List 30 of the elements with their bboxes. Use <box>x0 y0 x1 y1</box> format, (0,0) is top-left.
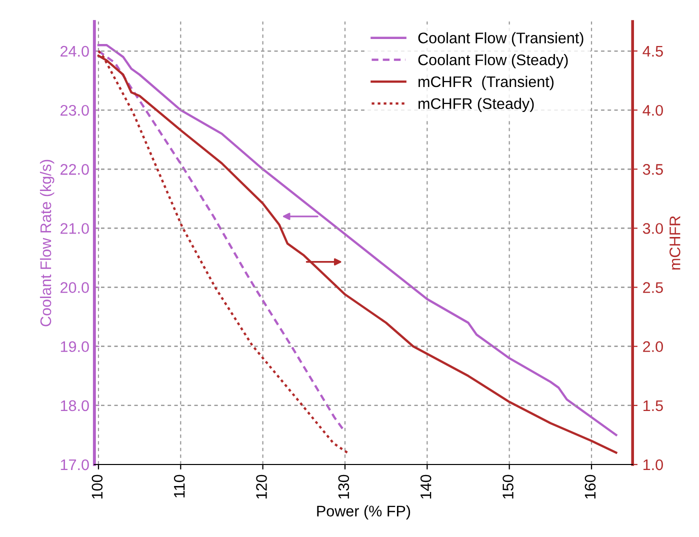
x-tick-label: 130 <box>338 474 350 499</box>
y2-tick-label: 3.0 <box>642 223 663 234</box>
y-tick-label: 17.0 <box>60 459 89 470</box>
y2-tick-label: 2.0 <box>643 341 663 352</box>
y-tick-label: 21.0 <box>60 223 89 234</box>
x-tick-label: 120 <box>256 474 267 499</box>
x-tick-label: 160 <box>584 474 596 499</box>
y2-axis-title: mCHFR <box>670 216 680 270</box>
x-tick-label: 100 <box>92 474 103 499</box>
x-axis-title: Power (% FP) <box>317 505 410 520</box>
y2-tick-label: 2.5 <box>643 282 663 293</box>
legend-label: Coolant Flow (Steady) <box>418 54 568 68</box>
y2-tick-label: 4.5 <box>642 46 663 57</box>
y-tick-label: 22.0 <box>60 164 89 175</box>
y-tick-label: 20.0 <box>60 282 89 293</box>
y2-tick-label: 4.0 <box>642 104 663 116</box>
y-tick-label: 23.0 <box>60 104 89 116</box>
legend-label: mCHFR (Steady) <box>418 98 534 112</box>
legend-label: mCHFR (Transient) <box>418 76 554 90</box>
y-axis-title: Coolant Flow Rate (kg/s) <box>40 160 54 326</box>
x-tick-label: 140 <box>420 474 432 499</box>
y2-tick-label: 1.5 <box>643 400 663 412</box>
y-tick-label: 24.0 <box>60 46 89 57</box>
y2-tick-label: 3.5 <box>642 164 663 175</box>
y2-tick-label: 1.0 <box>643 459 663 470</box>
legend-label: Coolant Flow (Transient) <box>418 32 584 46</box>
y-tick-label: 19.0 <box>60 341 89 352</box>
x-tick-label: 110 <box>174 474 185 498</box>
x-tick-label: 150 <box>502 474 514 499</box>
y-tick-label: 18.0 <box>60 400 89 412</box>
